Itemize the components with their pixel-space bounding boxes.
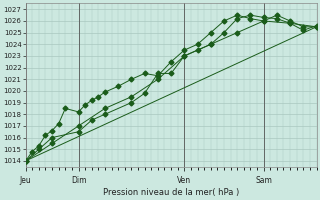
X-axis label: Pression niveau de la mer( hPa ): Pression niveau de la mer( hPa ) — [103, 188, 239, 197]
